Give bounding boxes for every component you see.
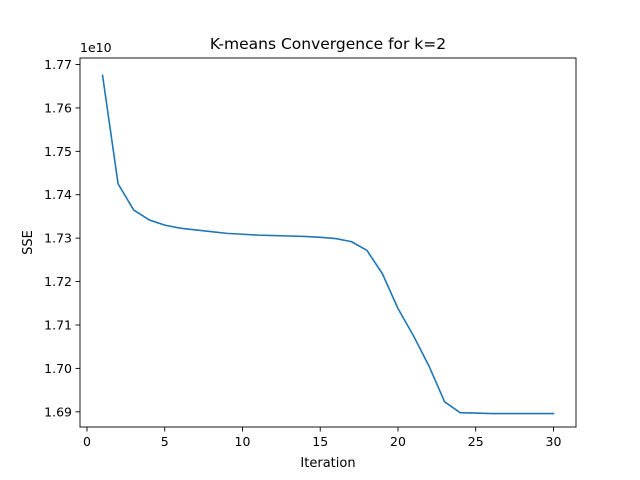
y-axis-ticks: 1.69 1.70 1.71 1.72 1.73 1.74 1.75 1.76 1.77 [44,57,80,419]
y-axis-label: SSE [21,230,36,255]
sse-series-line [101,74,555,415]
chart-title: K-means Convergence for k=2 [210,35,446,53]
y-tick-label: 1.77 [44,57,72,72]
x-axis-ticks: 0 5 10 15 20 25 30 [83,427,561,449]
x-tick-label: 25 [468,434,484,449]
x-tick-label: 15 [312,434,328,449]
x-tick-label: 10 [235,434,251,449]
y-tick-label: 1.71 [44,317,72,332]
y-tick-label: 1.74 [44,187,72,202]
x-axis-label: Iteration [300,456,355,471]
plot-frame [79,57,577,428]
x-tick-label: 30 [546,434,562,449]
x-tick-label: 5 [161,434,169,449]
x-tick-label: 0 [83,434,91,449]
y-tick-label: 1.75 [44,144,72,159]
y-tick-label: 1.76 [44,100,72,115]
x-tick-label: 20 [390,434,406,449]
y-tick-label: 1.69 [44,404,72,419]
y-offset-text: 1e10 [80,40,112,55]
y-tick-label: 1.72 [44,274,72,289]
y-tick-label: 1.70 [44,361,72,376]
y-tick-label: 1.73 [44,231,72,246]
